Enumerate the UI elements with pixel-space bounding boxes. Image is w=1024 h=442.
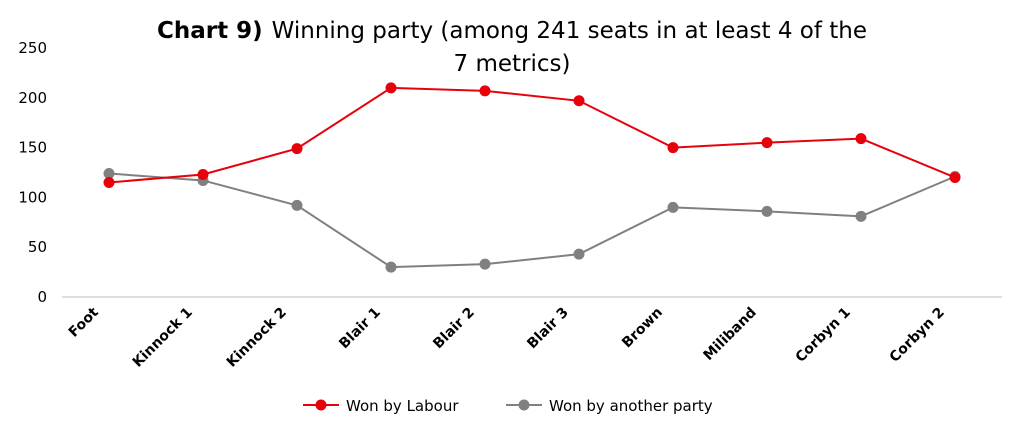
x-tick-label: Kinnock 2 <box>224 305 290 371</box>
data-point <box>573 95 585 107</box>
data-point <box>855 210 867 222</box>
x-tick-label: Corbyn 2 <box>887 305 948 366</box>
series-group <box>103 167 961 273</box>
data-point <box>291 143 303 155</box>
x-tick-label: Kinnock 1 <box>130 305 196 371</box>
legend-marker <box>518 399 530 411</box>
x-tick-label: Miliband <box>701 305 760 364</box>
chart-title-line-1: Chart 9) Winning party (among 241 seats i… <box>157 18 867 44</box>
series-layer <box>103 82 961 273</box>
series-line <box>108 86 956 184</box>
data-point <box>291 199 303 211</box>
data-point <box>103 167 115 179</box>
x-tick-label: Blair 3 <box>524 305 572 353</box>
data-point <box>385 82 397 94</box>
y-tick-label: 150 <box>18 139 47 157</box>
y-tick-label: 50 <box>28 238 47 256</box>
data-point <box>573 248 585 260</box>
y-tick-label: 200 <box>18 89 47 107</box>
x-axis-labels: Foot Kinnock 1 Kinnock 2 Blair 1 Blair 2 Blai… <box>66 304 948 370</box>
data-point <box>479 258 491 270</box>
y-tick-label: 100 <box>18 188 47 206</box>
y-tick-label: 250 <box>18 39 47 57</box>
chart-title-label: Chart 9) <box>157 18 263 44</box>
legend-label: Won by another party <box>549 397 713 415</box>
x-tick-label: Foot <box>66 304 102 340</box>
data-point <box>103 176 115 188</box>
x-tick-label: Blair 2 <box>430 305 478 353</box>
x-tick-label: Brown <box>619 305 666 352</box>
legend-marker <box>315 399 327 411</box>
chart-title-text: Winning party (among 241 seats in at lea… <box>272 18 867 44</box>
legend-item: Won by another party <box>506 397 713 415</box>
data-point <box>667 142 679 154</box>
data-point <box>385 261 397 273</box>
legend-item: Won by Labour <box>303 397 459 415</box>
legend-label: Won by Labour <box>346 397 459 415</box>
legend: Won by Labour Won by another party <box>303 397 713 415</box>
data-point <box>855 133 867 145</box>
y-tick-label: 0 <box>37 288 47 306</box>
x-tick-label: Blair 1 <box>336 305 384 353</box>
data-point <box>761 137 773 149</box>
data-point <box>949 171 961 183</box>
data-point <box>479 85 491 97</box>
data-point <box>197 168 209 180</box>
data-point <box>761 205 773 217</box>
y-axis: 0 50 100 150 200 250 <box>18 39 47 306</box>
series-group <box>103 82 961 188</box>
series-line <box>108 172 956 269</box>
chart-title-line-2: 7 metrics) <box>454 51 571 77</box>
x-tick-label: Corbyn 1 <box>793 305 854 366</box>
data-point <box>667 201 679 213</box>
